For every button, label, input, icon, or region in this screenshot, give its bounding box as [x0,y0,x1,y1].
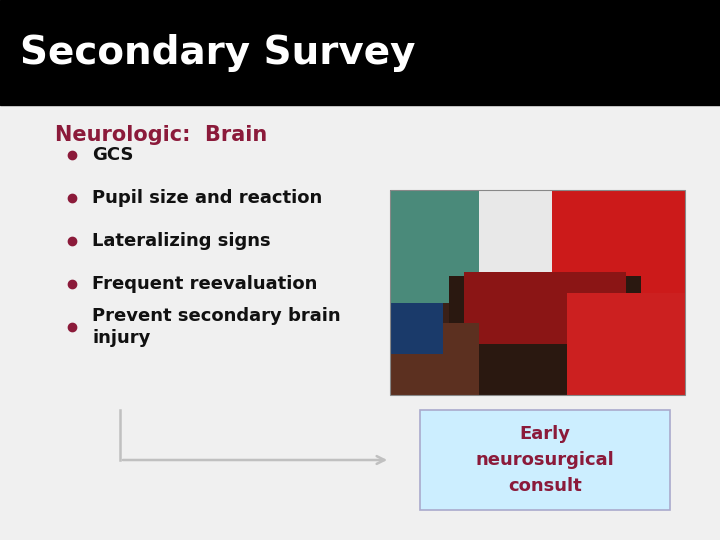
Bar [390,323,479,395]
Text: Early
neurosurgical
consult: Early neurosurgical consult [476,424,614,495]
Text: Prevent secondary brain
injury: Prevent secondary brain injury [92,307,341,347]
Text: Frequent reevaluation: Frequent reevaluation [92,275,318,293]
Bar [390,190,685,395]
Bar [567,293,685,395]
Text: GCS: GCS [92,146,133,164]
Bar [390,190,685,395]
Bar [449,276,641,395]
Text: Neurologic:  Brain: Neurologic: Brain [55,125,267,145]
Bar [390,190,523,303]
Text: Lateralizing signs: Lateralizing signs [92,232,271,250]
Bar [0,0,720,105]
Text: Secondary Survey: Secondary Survey [20,33,415,71]
Bar [479,190,552,272]
Bar [464,272,626,344]
Bar [390,303,443,354]
Bar [523,190,685,293]
Text: Pupil size and reaction: Pupil size and reaction [92,189,323,207]
Bar [420,410,670,510]
